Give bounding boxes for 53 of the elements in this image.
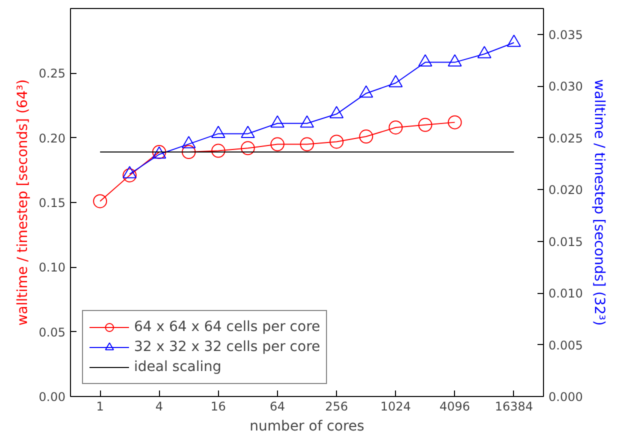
y2-axis-title: walltime / timestep [seconds] (32³) [590,79,607,326]
point [418,54,432,67]
y-tick-label: 0.10 [38,260,66,275]
point [388,120,403,134]
y2-tick-label: 0.025 [548,131,583,146]
point [359,130,374,144]
point [506,34,521,47]
point [240,141,255,156]
point [211,144,226,158]
y2-tick-label: 0.000 [548,390,583,404]
x-tick-label: 1024 [380,400,411,414]
x-tick-label: 4096 [440,400,470,414]
point [270,137,284,152]
point [388,74,403,88]
point [448,54,462,67]
point [270,115,284,128]
y2-tick-label: 0.010 [548,286,583,301]
y-axis-title: walltime / timestep [seconds] (64³) [14,79,31,326]
x-tick-label: 1 [96,400,104,414]
point [182,145,196,160]
x-tick-label: 4 [155,400,164,414]
point [122,168,137,182]
y-tick-label: 0.15 [38,196,66,210]
point [122,166,137,178]
x-axis-title: number of cores [250,418,364,434]
point [448,115,462,130]
x-tick-label: 64 [270,400,286,414]
y2-tick-label: 0.035 [548,28,583,42]
point [93,194,108,208]
y2-tick-label: 0.030 [548,80,583,94]
point [240,126,255,138]
y2-tick-label: 0.005 [548,338,583,352]
point [330,134,344,149]
point [300,115,314,128]
y2-tick-label: 0.020 [548,183,583,198]
point [418,118,432,132]
x-tick-label: 16 [210,400,226,414]
point [182,136,196,148]
point [300,137,314,152]
y-tick-label: 0.25 [38,66,66,81]
legend-label: 32 x 32 x 32 cells per core [134,339,320,355]
point [211,126,226,138]
x-tick-label: 256 [325,400,348,414]
legend-label: 64 x 64 x 64 cells per core [134,319,320,335]
y-tick-label: 0.20 [38,131,66,146]
point [477,46,492,58]
x-tick-label: 16384 [494,400,534,414]
y2-tick-label: 0.015 [548,234,583,249]
y-tick-label: 0.00 [38,390,66,404]
y-tick-label: 0.05 [38,325,66,340]
point [359,85,374,98]
legend-label: ideal scaling [134,359,222,375]
point [330,106,344,118]
